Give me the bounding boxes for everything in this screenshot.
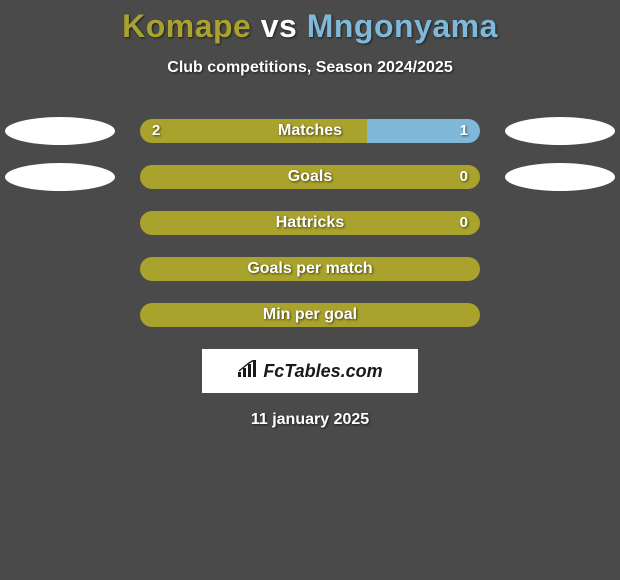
stat-row: Matches2 1 <box>0 119 620 143</box>
stat-bar: Goals0 <box>140 165 480 189</box>
comparison-title: Komape vs Mngonyama <box>0 0 620 45</box>
stat-value-player1: 2 <box>152 119 160 143</box>
player2-badge <box>505 117 615 145</box>
bar-chart-icon <box>237 360 259 383</box>
title-player2: Mngonyama <box>307 8 498 44</box>
logo-text: FcTables.com <box>263 361 382 382</box>
stat-row: Hattricks0 <box>0 211 620 235</box>
player2-badge <box>505 163 615 191</box>
stat-label: Hattricks <box>140 211 480 235</box>
title-player1: Komape <box>122 8 251 44</box>
stat-label: Min per goal <box>140 303 480 327</box>
stat-row: Goals per match <box>0 257 620 281</box>
title-vs: vs <box>261 8 298 44</box>
stat-value-player2: 0 <box>460 211 468 235</box>
logo: FcTables.com <box>237 360 382 383</box>
stat-label: Goals <box>140 165 480 189</box>
stat-value-player2: 1 <box>460 119 468 143</box>
stat-bar: Min per goal <box>140 303 480 327</box>
subtitle: Club competitions, Season 2024/2025 <box>0 59 620 77</box>
date-text: 11 january 2025 <box>0 411 620 429</box>
logo-box: FcTables.com <box>202 349 418 393</box>
stat-bar: Hattricks0 <box>140 211 480 235</box>
stat-label: Matches <box>140 119 480 143</box>
stat-rows: Matches21Goals0Hattricks0Goals per match… <box>0 119 620 327</box>
stat-bar: Matches2 1 <box>140 119 480 143</box>
stat-row: Goals0 <box>0 165 620 189</box>
stat-label: Goals per match <box>140 257 480 281</box>
stat-bar: Goals per match <box>140 257 480 281</box>
player1-badge <box>5 117 115 145</box>
stat-row: Min per goal <box>0 303 620 327</box>
stat-value-player2: 0 <box>460 165 468 189</box>
player1-badge <box>5 163 115 191</box>
